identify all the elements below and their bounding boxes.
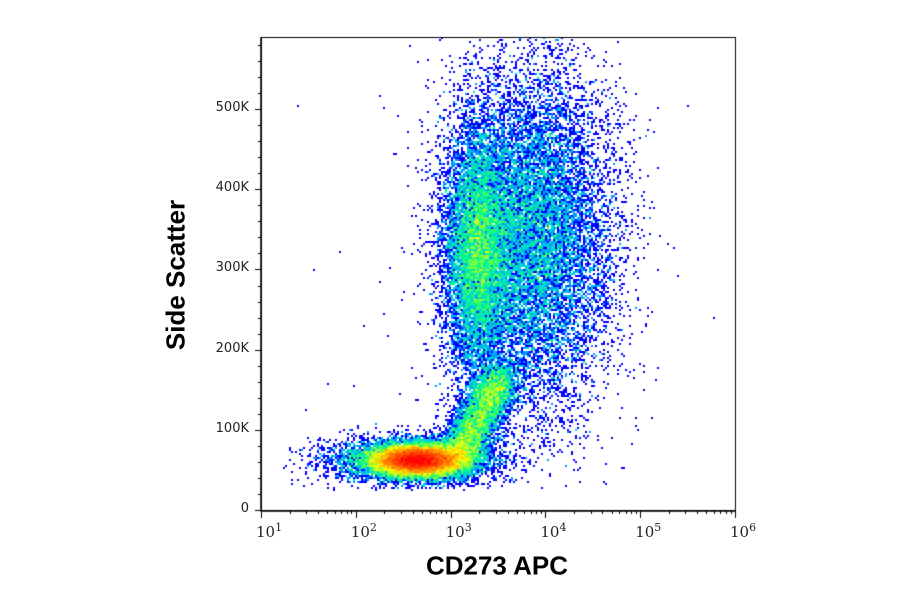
x-tick-label: 103 [445,521,472,541]
y-tick-label: 200K [215,340,249,356]
x-tick-label: 104 [540,521,567,541]
x-tick-label: 101 [256,521,283,541]
y-tick-label: 400K [215,180,249,196]
y-axis-title: Side Scatter [160,199,191,351]
x-tick-label: 105 [635,521,662,541]
y-tick-label: 0 [240,501,249,516]
y-tick-label: 100K [215,420,249,436]
x-axis-title: CD273 APC [425,550,569,581]
y-tick-label: 500K [215,100,249,116]
x-tick-label: 102 [350,521,377,541]
y-tick-label: 300K [215,260,249,276]
x-tick-label: 106 [730,521,757,541]
